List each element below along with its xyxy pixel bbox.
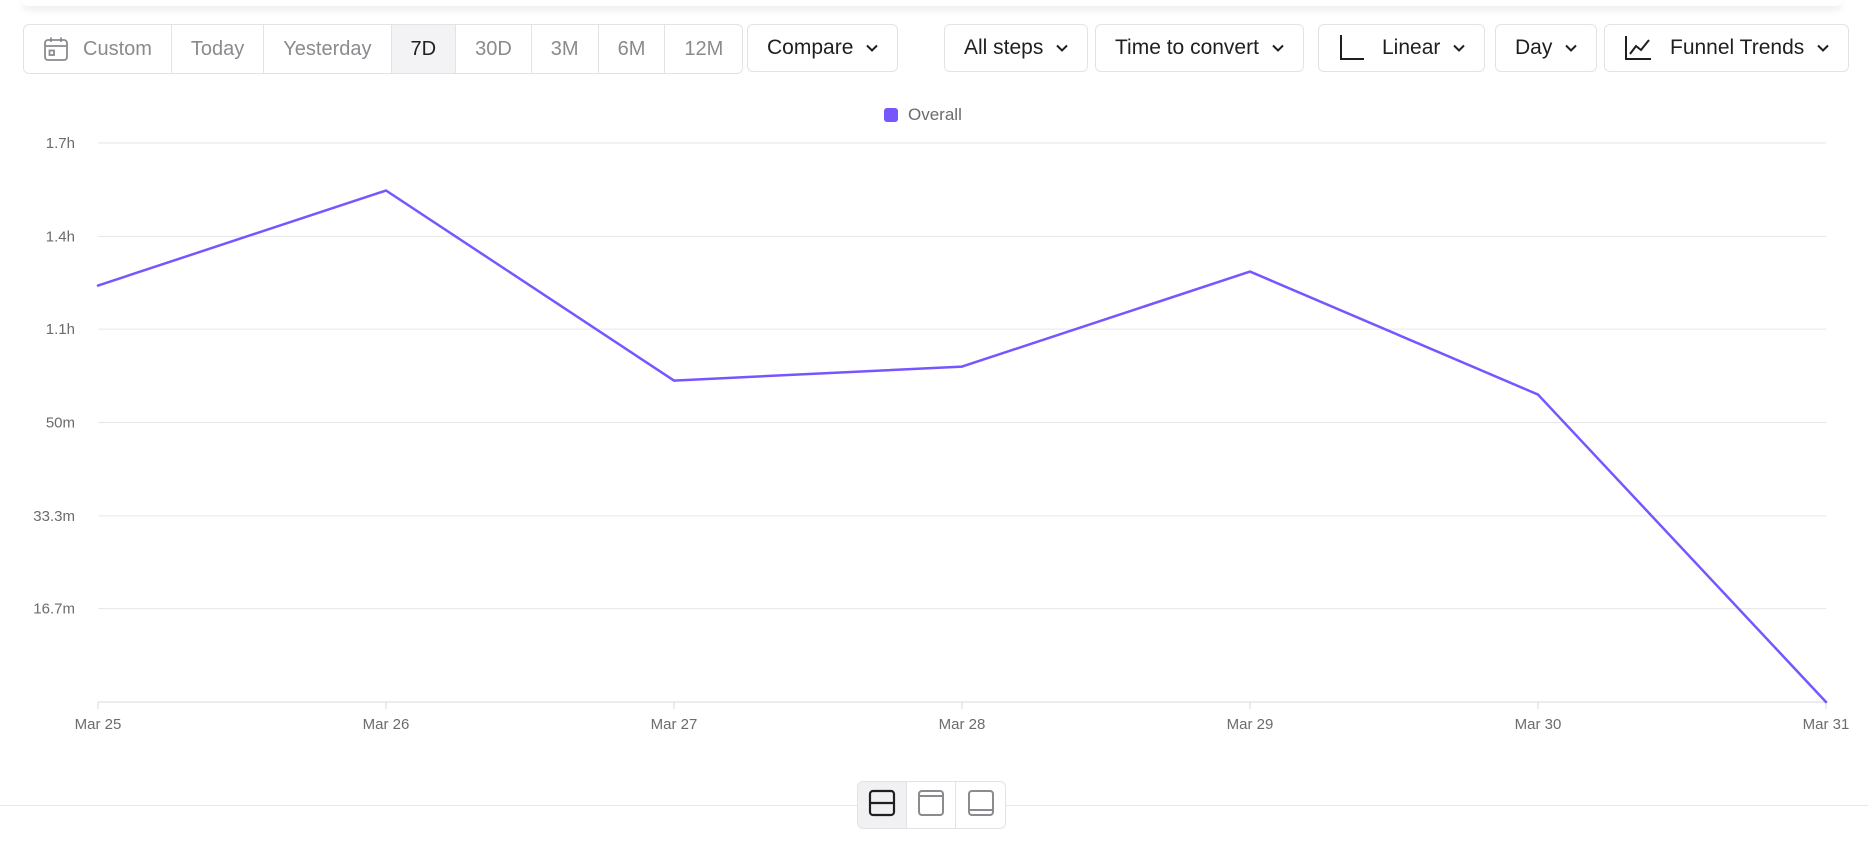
date-range-6m[interactable]: 6M bbox=[599, 25, 666, 73]
data-point bbox=[1536, 393, 1540, 396]
date-range-yesterday[interactable]: Yesterday bbox=[264, 25, 392, 73]
x-tick-label: Mar 27 bbox=[651, 716, 698, 733]
data-point bbox=[1248, 270, 1252, 273]
chevron-down-icon bbox=[1564, 43, 1578, 53]
compare-label: Compare bbox=[767, 36, 854, 59]
line-chart-icon bbox=[1624, 35, 1652, 61]
x-tick-label: Mar 30 bbox=[1515, 716, 1562, 733]
x-tick-label: Mar 28 bbox=[939, 716, 986, 733]
scale-dropdown[interactable]: Linear bbox=[1318, 24, 1486, 72]
split-view-button[interactable] bbox=[858, 782, 907, 828]
chevron-down-icon bbox=[1271, 43, 1285, 53]
chevron-down-icon bbox=[865, 43, 879, 53]
chevron-down-icon bbox=[1055, 43, 1069, 53]
split-view-icon bbox=[868, 789, 896, 822]
series-line-overall bbox=[96, 189, 1828, 704]
steps-label: All steps bbox=[964, 36, 1044, 59]
y-tick-label: 16.7m bbox=[33, 601, 75, 618]
funnel-trend-chart: 16.7m 33.3m 50m 1.1h 1.4h 1.7h Mar 25 Mar 26 Mar… bbox=[33, 135, 1850, 733]
chart-only-button[interactable] bbox=[907, 782, 956, 828]
calendar-icon bbox=[43, 36, 69, 62]
x-tick-label: Mar 26 bbox=[363, 716, 410, 733]
chart-only-icon bbox=[917, 789, 945, 822]
data-point bbox=[384, 189, 388, 192]
x-tick-label: Mar 25 bbox=[75, 716, 122, 733]
panel-top-edge bbox=[22, 0, 1842, 6]
y-tick-label: 1.1h bbox=[46, 321, 75, 338]
axis-icon bbox=[1338, 34, 1364, 62]
layout-switcher bbox=[857, 781, 1006, 829]
chart-legend[interactable]: Overall bbox=[884, 104, 962, 126]
metric-label: Time to convert bbox=[1115, 36, 1259, 59]
date-range-selector: Custom Today Yesterday 7D 30D 3M 6M 12M bbox=[23, 24, 744, 74]
view-dropdown[interactable]: Funnel Trends bbox=[1604, 24, 1850, 72]
interval-label: Day bbox=[1515, 36, 1553, 59]
y-tick-label: 33.3m bbox=[33, 508, 75, 525]
data-point bbox=[960, 365, 964, 368]
chevron-down-icon bbox=[1452, 43, 1466, 53]
date-range-custom-label: Custom bbox=[83, 37, 152, 60]
y-tick-label: 1.4h bbox=[46, 228, 75, 245]
metric-dropdown[interactable]: Time to convert bbox=[1095, 24, 1304, 72]
x-tick-label: Mar 31 bbox=[1803, 716, 1850, 733]
date-range-custom[interactable]: Custom bbox=[24, 25, 172, 73]
date-range-12m[interactable]: 12M bbox=[684, 37, 724, 60]
table-only-icon bbox=[967, 789, 995, 822]
y-tick-label: 50m bbox=[46, 415, 75, 432]
scale-label: Linear bbox=[1382, 36, 1441, 59]
legend-label-overall: Overall bbox=[908, 105, 962, 124]
y-tick-label: 1.7h bbox=[46, 135, 75, 152]
data-point bbox=[1824, 700, 1828, 704]
date-range-today[interactable]: Today bbox=[172, 25, 265, 73]
x-tick-label: Mar 29 bbox=[1227, 716, 1274, 733]
legend-swatch bbox=[884, 108, 898, 122]
date-range-3m[interactable]: 3M bbox=[532, 25, 599, 73]
compare-dropdown[interactable]: Compare bbox=[747, 24, 899, 72]
steps-dropdown[interactable]: All steps bbox=[944, 24, 1089, 72]
date-range-7d[interactable]: 7D bbox=[391, 25, 457, 73]
chevron-down-icon bbox=[1816, 43, 1830, 53]
data-point bbox=[96, 284, 100, 287]
data-point bbox=[672, 379, 676, 382]
interval-dropdown[interactable]: Day bbox=[1495, 24, 1598, 72]
table-only-button[interactable] bbox=[956, 782, 1005, 828]
view-label: Funnel Trends bbox=[1670, 36, 1805, 59]
date-range-30d[interactable]: 30D bbox=[456, 25, 532, 73]
chart-toolbar: Custom Today Yesterday 7D 30D 3M 6M 12M … bbox=[0, 0, 1868, 100]
